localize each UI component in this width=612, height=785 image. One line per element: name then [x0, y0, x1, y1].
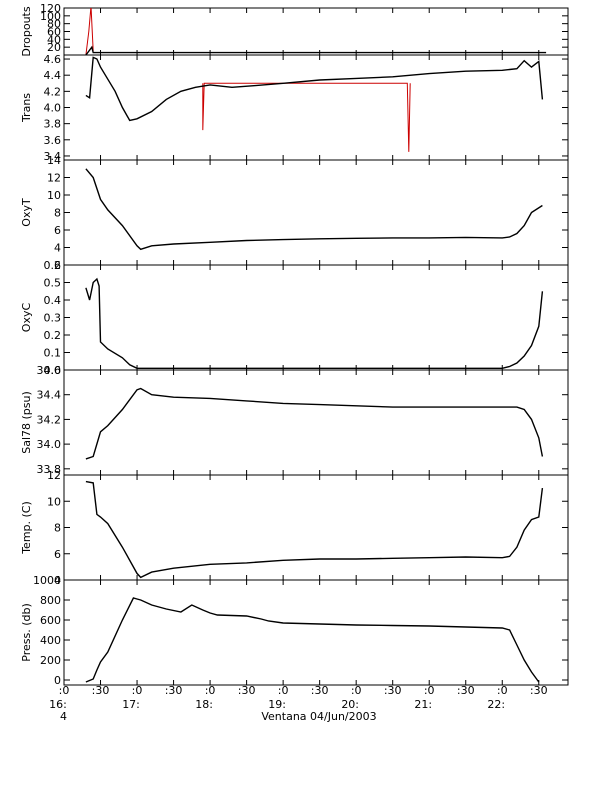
y-tick-label: 12: [47, 172, 61, 185]
panel-1: 3.4 3.6 3.8 4.0 4.2 4.4 4.6 Trans: [20, 53, 569, 163]
y-tick-label: 0.4: [44, 294, 62, 307]
corner-label: 4: [60, 710, 67, 723]
y-tick-label: 120: [40, 2, 61, 15]
panel-2: 2 4 6 8 10 12 14 OxyT: [20, 154, 569, 272]
x-tick-label: :0: [132, 684, 143, 697]
x-tick-label: :30: [530, 684, 548, 697]
panel-frame: [63, 264, 569, 371]
y-tick-label: 12: [47, 469, 61, 482]
y-axis-title: Press. (db): [20, 603, 33, 662]
y-tick-label: 34.6: [37, 364, 62, 377]
x-tick-hour-label: 21:: [414, 698, 432, 711]
panel-6: 0 200 400 600 800 1000 Press. (db): [20, 574, 569, 687]
y-tick-label: 40: [47, 33, 61, 46]
y-tick-label: 34.4: [37, 389, 62, 402]
y-tick-label: 0.1: [44, 347, 62, 360]
x-tick-label: :0: [351, 684, 362, 697]
y-tick-label: 10: [47, 189, 61, 202]
series-line: [85, 387, 544, 460]
y-tick-label: 34.2: [37, 413, 62, 426]
y-tick-label: 3.4: [44, 150, 62, 163]
x-tick-label: :30: [311, 684, 329, 697]
x-tick-label: :0: [205, 684, 216, 697]
series-line: [85, 597, 540, 683]
y-tick-label: 34.0: [37, 438, 62, 451]
y-tick-label: 10: [47, 495, 61, 508]
y-tick-label: 200: [40, 654, 61, 667]
panel-4: 33.8 34.0 34.2 34.4 34.6 Sal78 (psu): [20, 364, 569, 476]
y-tick-label: 0: [54, 674, 61, 687]
x-axis-title: Ventana 04/Jun/2003: [261, 710, 376, 723]
y-tick-label: 0.2: [44, 329, 62, 342]
series-line: [85, 56, 544, 122]
y-tick-label: 4: [54, 242, 61, 255]
panel-frame: [63, 159, 569, 266]
y-tick-label: 8: [54, 522, 61, 535]
x-tick-label: :30: [92, 684, 110, 697]
y-tick-label: 0.5: [44, 277, 62, 290]
x-tick-label: :30: [165, 684, 183, 697]
x-tick-hour-label: 20:: [341, 698, 359, 711]
series-line: [85, 277, 544, 369]
y-tick-label: 20: [47, 41, 61, 54]
x-tick-hour-label: 18:: [195, 698, 213, 711]
y-tick-label: 0.3: [44, 312, 62, 325]
y-tick-label: 60: [47, 26, 61, 39]
x-tick-hour-label: 17:: [122, 698, 140, 711]
y-tick-label: 33.8: [37, 463, 62, 476]
x-tick-label: :0: [278, 684, 289, 697]
y-axis-title: Dropouts: [20, 6, 33, 56]
panel-frame: [63, 474, 569, 581]
y-tick-label: 400: [40, 634, 61, 647]
panel-3: 0.0 0.1 0.2 0.3 0.4 0.5 0.6 OxyC: [20, 259, 569, 377]
y-tick-label: 4.4: [44, 69, 62, 82]
panel-5: 4 6 8 10 12 Temp. (C): [20, 469, 569, 587]
series-line-red: [202, 82, 411, 152]
y-axis-title: OxyT: [20, 198, 33, 227]
y-tick-label: 0.0: [44, 364, 62, 377]
x-tick-hour-label: 22:: [487, 698, 505, 711]
y-tick-label: 4: [54, 574, 61, 587]
series-line-red: [85, 8, 94, 55]
y-axis-title: OxyC: [20, 303, 33, 333]
x-tick-label: :0: [59, 684, 70, 697]
y-tick-label: 3.6: [44, 134, 62, 147]
y-tick-label: 600: [40, 614, 61, 627]
panel-frame: [63, 7, 569, 56]
y-tick-label: 0.6: [44, 259, 62, 272]
y-axis-title: Sal78 (psu): [20, 391, 33, 454]
panel-frame: [63, 579, 569, 686]
x-tick-label: :30: [457, 684, 475, 697]
panel-frame: [63, 369, 569, 476]
x-tick-label: :30: [384, 684, 402, 697]
y-tick-label: 4.2: [44, 85, 62, 98]
y-tick-label: 2: [54, 259, 61, 272]
x-tick-label: :30: [238, 684, 256, 697]
y-tick-label: 4.6: [44, 53, 62, 66]
y-tick-label: 14: [47, 154, 61, 167]
series-line: [85, 480, 544, 579]
time-axis-labels: :016::30:017::30:018::30:019::30:020::30…: [49, 684, 547, 711]
y-tick-label: 4.0: [44, 102, 62, 115]
x-tick-label: :0: [497, 684, 508, 697]
y-tick-label: 800: [40, 594, 61, 607]
y-axis-title: Temp. (C): [20, 501, 33, 555]
y-tick-label: 3.8: [44, 118, 62, 131]
y-tick-label: 6: [54, 224, 61, 237]
x-tick-hour-label: 19:: [268, 698, 286, 711]
y-tick-label: 8: [54, 207, 61, 220]
y-tick-label: 80: [47, 18, 61, 31]
y-tick-label: 6: [54, 548, 61, 561]
series-line: [85, 45, 547, 55]
y-tick-label: 1000: [33, 574, 61, 587]
x-tick-hour-label: 16:: [49, 698, 67, 711]
y-axis-title: Trans: [20, 93, 33, 123]
x-tick-label: :0: [424, 684, 435, 697]
series-line: [85, 168, 543, 251]
panels-group: 20406080100120Dropouts3.43.63.84.04.24.4…: [20, 2, 569, 687]
y-tick-label: 100: [40, 10, 61, 23]
